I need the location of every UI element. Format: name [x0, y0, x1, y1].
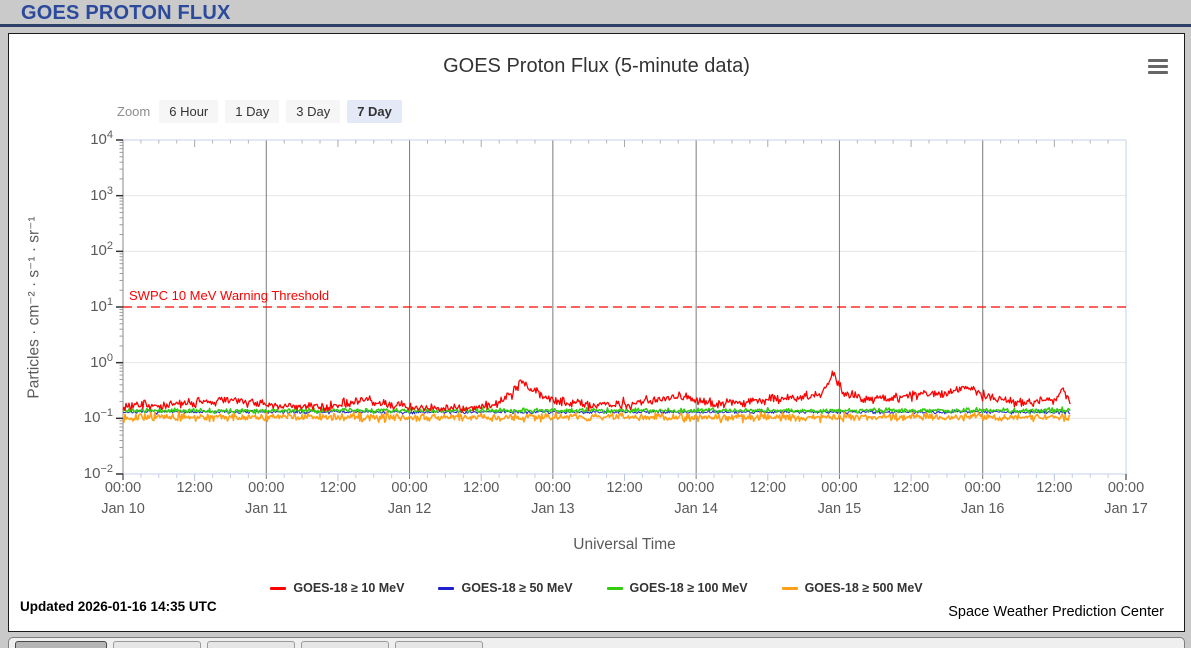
bottom-toolbar — [8, 637, 1185, 648]
x-axis-tick-label: 12:00 — [1036, 480, 1073, 496]
legend-line-marker — [606, 586, 623, 590]
series-line-1 — [122, 370, 1071, 413]
zoom-label: Zoom — [117, 104, 151, 119]
legend-item[interactable]: GOES-18 ≥ 500 MeV — [781, 581, 923, 595]
credit-text: Space Weather Prediction Center — [948, 604, 1164, 620]
legend-line-marker — [270, 586, 287, 590]
y-axis-tick-label: 103 — [90, 184, 113, 204]
x-axis-tick-label: 00:00 — [1107, 480, 1145, 496]
x-axis-tick-label: 00:00 — [677, 480, 715, 496]
updated-timestamp: Updated 2026-01-16 14:35 UTC — [20, 599, 217, 614]
x-axis-tick-label: 00:00 — [821, 480, 858, 496]
legend: GOES-18 ≥ 10 MeV GOES-18 ≥ 50 MeV GOES-18 … — [9, 581, 1184, 595]
legend-item[interactable]: GOES-18 ≥ 50 MeV — [438, 581, 573, 595]
chart-panel: GOES Proton Flux (5-minute data) Zoom 6 … — [8, 33, 1185, 632]
bottom-toolbar-button[interactable] — [15, 641, 107, 648]
x-axis-date-label: Jan 13 — [531, 501, 575, 517]
x-axis-date-label: Jan 12 — [387, 501, 432, 517]
x-axis-date-label: Jan 14 — [674, 501, 718, 517]
legend-label: GOES-18 ≥ 500 MeV — [804, 581, 923, 595]
series-line-3 — [122, 406, 1071, 415]
zoom-controls: Zoom 6 Hour 1 Day 3 Day 7 Day — [117, 100, 402, 123]
y-axis-tick-label: 102 — [90, 240, 113, 260]
series-line-4 — [122, 410, 1071, 424]
hamburger-menu-icon[interactable] — [1148, 59, 1168, 75]
hamburger-bar — [1148, 59, 1168, 62]
legend-label: GOES-18 ≥ 100 MeV — [629, 581, 748, 595]
chart-title: GOES Proton Flux (5-minute data) — [443, 55, 750, 77]
page-title: GOES PROTON FLUX — [21, 2, 231, 24]
x-axis-date-label: Jan 16 — [960, 501, 1005, 517]
x-axis-tick-label: 12:00 — [892, 480, 930, 496]
zoom-button-7-day[interactable]: 7 Day — [347, 100, 402, 123]
x-axis-tick-label: 12:00 — [606, 480, 643, 496]
x-axis-date-label: Jan 15 — [817, 501, 862, 517]
legend-item[interactable]: GOES-18 ≥ 10 MeV — [270, 581, 404, 595]
legend-line-marker — [438, 586, 455, 590]
x-axis-tick-label: 00:00 — [248, 480, 285, 496]
x-axis-title: Universal Time — [573, 536, 676, 553]
x-axis-date-label: Jan 17 — [1104, 501, 1148, 517]
x-axis-tick-label: 12:00 — [176, 480, 213, 496]
y-axis-tick-label: 10−1 — [83, 407, 113, 427]
legend-line-marker — [781, 586, 798, 590]
zoom-button-1-day[interactable]: 1 Day — [225, 100, 280, 123]
bottom-toolbar-button[interactable] — [113, 641, 201, 648]
x-axis-tick-label: 00:00 — [104, 480, 142, 496]
bottom-toolbar-button[interactable] — [301, 641, 389, 648]
x-axis-tick-label: 00:00 — [391, 480, 428, 496]
x-axis-tick-label: 12:00 — [749, 480, 786, 496]
hamburger-bar — [1148, 65, 1168, 68]
hamburger-bar — [1148, 71, 1168, 74]
legend-item[interactable]: GOES-18 ≥ 100 MeV — [606, 581, 748, 595]
bottom-toolbar-button[interactable] — [207, 641, 295, 648]
page-header: GOES PROTON FLUX — [0, 0, 1191, 27]
y-axis-tick-label: 101 — [90, 296, 113, 315]
bottom-toolbar-button[interactable] — [395, 641, 483, 648]
x-axis-tick-label: 00:00 — [534, 480, 571, 496]
plot-area[interactable] — [9, 34, 1186, 633]
x-axis-tick-label: 00:00 — [964, 480, 1001, 496]
threshold-label: SWPC 10 MeV Warning Threshold — [129, 288, 330, 303]
x-axis-tick-label: 12:00 — [463, 480, 500, 496]
x-axis-tick-label: 12:00 — [319, 480, 357, 496]
y-axis-tick-label: 104 — [90, 129, 113, 148]
x-axis-date-label: Jan 11 — [245, 501, 288, 517]
y-axis-tick-label: 100 — [90, 351, 113, 371]
y-axis-tick-label: 10−2 — [83, 463, 113, 482]
legend-label: GOES-18 ≥ 10 MeV — [293, 581, 405, 595]
zoom-button-6-hour[interactable]: 6 Hour — [159, 100, 219, 123]
legend-label: GOES-18 ≥ 50 MeV — [461, 581, 573, 595]
x-axis-date-label: Jan 10 — [101, 501, 145, 517]
zoom-button-3-day[interactable]: 3 Day — [286, 100, 341, 123]
